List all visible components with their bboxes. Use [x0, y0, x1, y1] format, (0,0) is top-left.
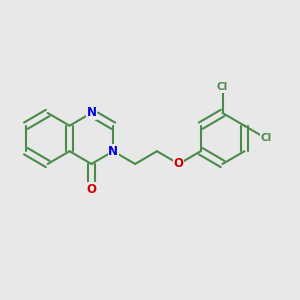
Text: N: N: [108, 145, 118, 158]
Text: Cl: Cl: [261, 134, 272, 143]
Text: O: O: [86, 183, 96, 196]
Text: Cl: Cl: [217, 82, 228, 92]
Text: N: N: [86, 106, 96, 119]
Text: O: O: [174, 158, 184, 170]
